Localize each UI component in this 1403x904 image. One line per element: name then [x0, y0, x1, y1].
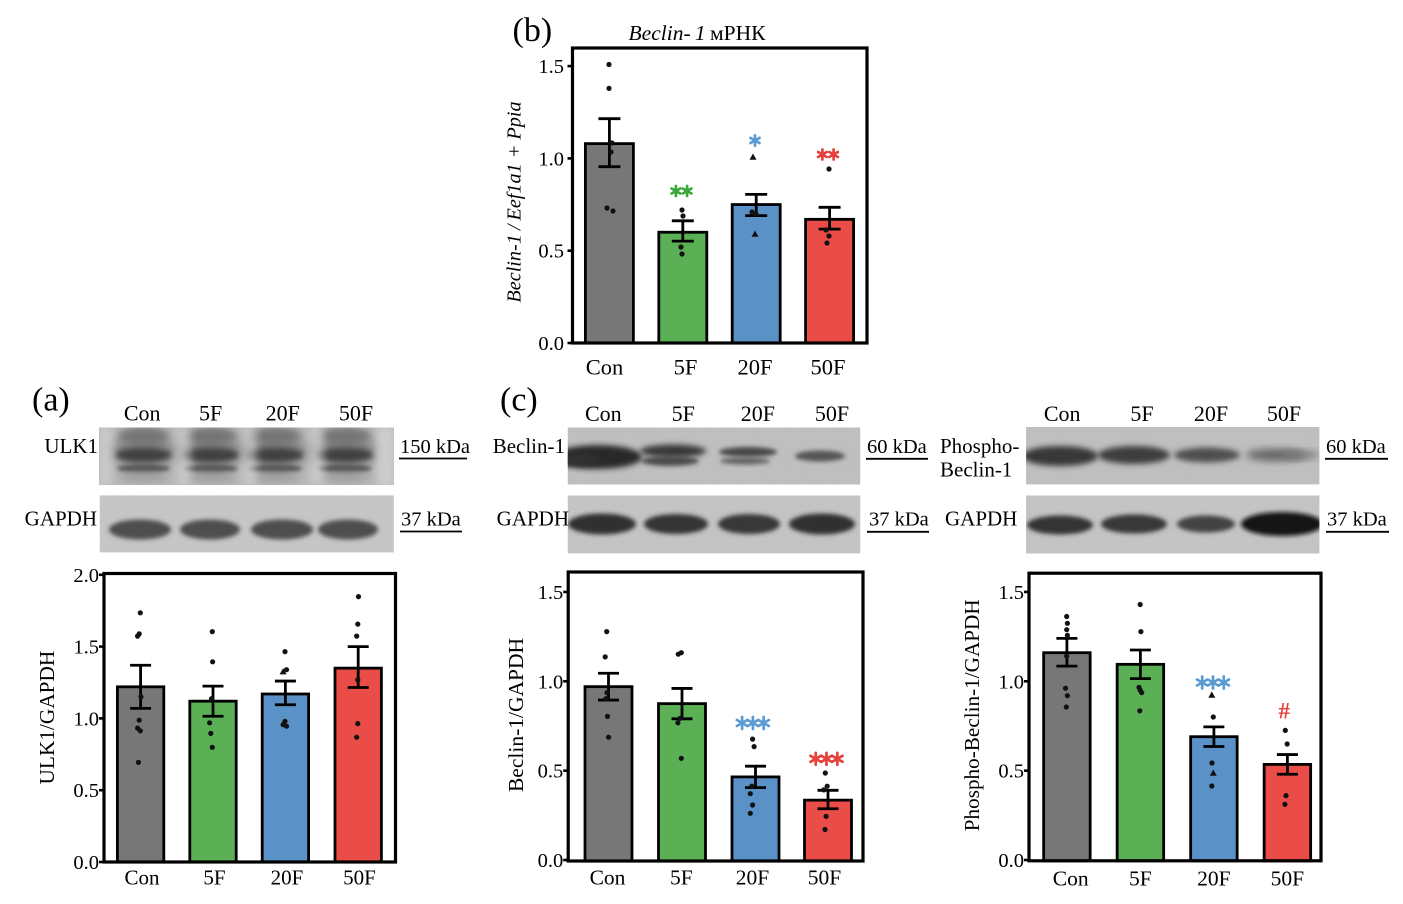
- svg-text:0.0: 0.0: [73, 852, 99, 874]
- svg-text:0.5: 0.5: [73, 780, 99, 802]
- svg-text:50F: 50F: [808, 866, 842, 890]
- svg-text:Con: Con: [1044, 401, 1081, 426]
- svg-text:5F: 5F: [1130, 401, 1153, 426]
- svg-text:0.5: 0.5: [998, 761, 1024, 783]
- svg-text:Con: Con: [590, 866, 626, 890]
- svg-text:(a): (a): [32, 382, 70, 419]
- svg-text:Beclin- 1 мРНК: Beclin- 1 мРНК: [629, 21, 767, 45]
- svg-text:37 kDa: 37 kDa: [869, 508, 929, 530]
- svg-text:1.5: 1.5: [538, 56, 564, 78]
- svg-text:Con: Con: [585, 401, 622, 426]
- svg-text:50F: 50F: [343, 866, 376, 890]
- svg-text:37 kDa: 37 kDa: [1327, 508, 1387, 530]
- svg-text:1.0: 1.0: [73, 708, 99, 730]
- svg-text:#: #: [1278, 698, 1290, 723]
- svg-text:50F: 50F: [339, 401, 373, 426]
- svg-text:Con: Con: [1053, 867, 1089, 891]
- svg-text:Beclin-1: Beclin-1: [940, 458, 1012, 482]
- svg-text:60 kDa: 60 kDa: [1326, 436, 1386, 458]
- svg-text:GAPDH: GAPDH: [25, 507, 97, 531]
- svg-text:0.0: 0.0: [538, 850, 564, 872]
- svg-text:Con: Con: [586, 354, 624, 379]
- svg-text:5F: 5F: [670, 866, 693, 890]
- svg-text:1.5: 1.5: [998, 582, 1024, 604]
- svg-text:50F: 50F: [810, 354, 845, 379]
- svg-text:Con: Con: [124, 866, 160, 890]
- svg-text:(b): (b): [513, 12, 553, 49]
- svg-text:1.0: 1.0: [538, 148, 564, 170]
- svg-text:ULK1/GAPDH: ULK1/GAPDH: [35, 651, 59, 785]
- svg-text:2.0: 2.0: [73, 565, 99, 587]
- svg-text:1.5: 1.5: [538, 582, 564, 604]
- svg-text:Beclin-1/GAPDH: Beclin-1/GAPDH: [504, 638, 528, 792]
- svg-text:5F: 5F: [674, 354, 698, 379]
- svg-text:0.0: 0.0: [998, 850, 1024, 872]
- svg-text:5F: 5F: [1129, 867, 1152, 891]
- svg-text:5F: 5F: [203, 866, 225, 890]
- svg-text:5F: 5F: [199, 401, 222, 426]
- svg-text:20F: 20F: [737, 354, 772, 379]
- svg-text:Beclin-1: Beclin-1: [493, 434, 565, 458]
- svg-text:20F: 20F: [271, 866, 304, 890]
- svg-text:(c): (c): [500, 382, 538, 419]
- svg-text:0.0: 0.0: [538, 333, 564, 355]
- svg-text:1.0: 1.0: [538, 671, 564, 693]
- svg-text:20F: 20F: [1194, 401, 1228, 426]
- svg-text:ULK1: ULK1: [44, 434, 98, 458]
- svg-text:1.0: 1.0: [998, 671, 1024, 693]
- svg-text:37 kDa: 37 kDa: [401, 508, 461, 530]
- svg-text:GAPDH: GAPDH: [945, 507, 1017, 531]
- svg-text:50F: 50F: [815, 401, 849, 426]
- svg-text:20F: 20F: [741, 401, 775, 426]
- svg-text:50F: 50F: [1267, 401, 1301, 426]
- svg-text:GAPDH: GAPDH: [497, 507, 569, 531]
- svg-text:150 kDa: 150 kDa: [400, 436, 470, 458]
- svg-text:5F: 5F: [672, 401, 695, 426]
- svg-text:20F: 20F: [266, 401, 300, 426]
- svg-text:1.5: 1.5: [73, 637, 99, 659]
- svg-text:Phospho-Beclin-1/GAPDH: Phospho-Beclin-1/GAPDH: [960, 599, 984, 831]
- svg-text:Con: Con: [124, 401, 161, 426]
- svg-text:0.5: 0.5: [538, 241, 564, 263]
- svg-text:Phospho-: Phospho-: [940, 434, 1019, 458]
- svg-text:50F: 50F: [1271, 867, 1305, 891]
- svg-text:Beclin-1 / Eef1a1 + Ppia: Beclin-1 / Eef1a1 + Ppia: [504, 101, 526, 302]
- svg-text:20F: 20F: [1197, 867, 1231, 891]
- svg-text:20F: 20F: [736, 866, 770, 890]
- svg-text:60 kDa: 60 kDa: [867, 436, 927, 458]
- svg-text:0.5: 0.5: [538, 761, 564, 783]
